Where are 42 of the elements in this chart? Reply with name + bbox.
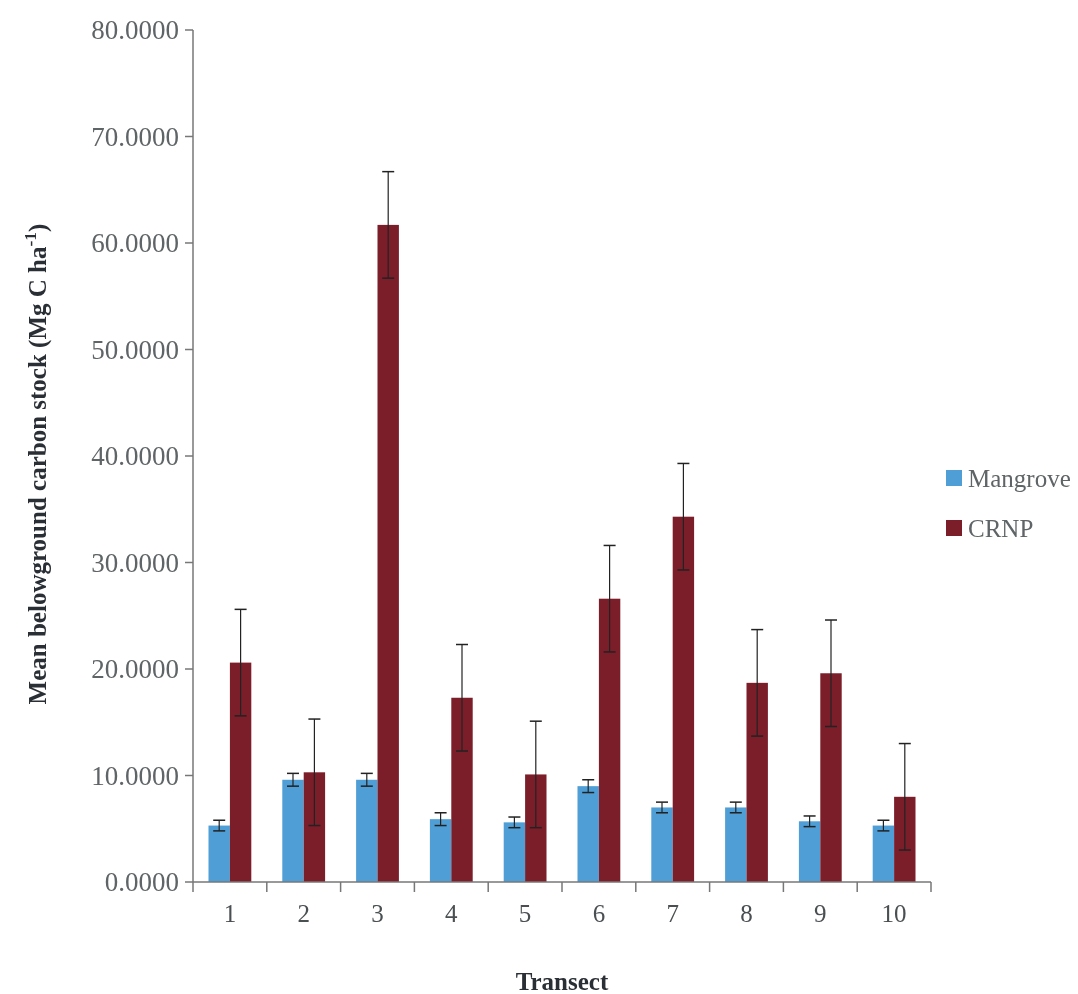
y-tick-label: 0.0000 bbox=[104, 867, 179, 898]
y-tick-label: 80.0000 bbox=[91, 15, 179, 46]
bar bbox=[356, 779, 378, 882]
legend-label: CRNP bbox=[968, 514, 1034, 542]
bar bbox=[651, 807, 673, 882]
bar bbox=[282, 779, 304, 882]
bar bbox=[798, 821, 821, 882]
bar bbox=[820, 673, 842, 882]
bar bbox=[429, 819, 452, 882]
bar bbox=[377, 224, 399, 882]
x-tick-label: 5 bbox=[518, 900, 532, 927]
y-tick-label: 40.0000 bbox=[91, 441, 179, 472]
bar bbox=[598, 598, 621, 882]
x-tick-label: 10 bbox=[881, 900, 907, 927]
bar bbox=[672, 516, 695, 882]
x-tick-label: 6 bbox=[592, 900, 606, 927]
bar bbox=[229, 662, 252, 882]
y-tick-label: 70.0000 bbox=[91, 121, 179, 152]
bar bbox=[525, 774, 547, 882]
legend-label: Mangrove bbox=[968, 464, 1071, 492]
bar bbox=[894, 796, 916, 882]
bar bbox=[746, 682, 768, 882]
y-tick-label: 10.0000 bbox=[91, 760, 179, 791]
bar bbox=[208, 825, 230, 882]
bar bbox=[503, 822, 526, 882]
bar bbox=[303, 772, 326, 882]
y-tick-label: 50.0000 bbox=[91, 334, 179, 365]
x-tick-label: 3 bbox=[371, 900, 384, 927]
y-tick-label: 60.0000 bbox=[91, 228, 179, 259]
bar bbox=[577, 786, 599, 882]
bar bbox=[725, 807, 747, 882]
bar bbox=[872, 825, 895, 882]
y-tick-label: 20.0000 bbox=[91, 654, 179, 685]
bar bbox=[451, 697, 473, 882]
x-axis-title: Transect bbox=[515, 968, 609, 994]
x-tick-label: 8 bbox=[740, 900, 753, 927]
x-tick-label: 7 bbox=[666, 900, 679, 927]
x-tick-label: 4 bbox=[445, 900, 459, 927]
x-tick-label: 1 bbox=[223, 900, 237, 927]
y-tick-label: 30.0000 bbox=[91, 547, 179, 578]
x-tick-label: 2 bbox=[297, 900, 310, 927]
x-tick-label: 9 bbox=[814, 900, 827, 927]
